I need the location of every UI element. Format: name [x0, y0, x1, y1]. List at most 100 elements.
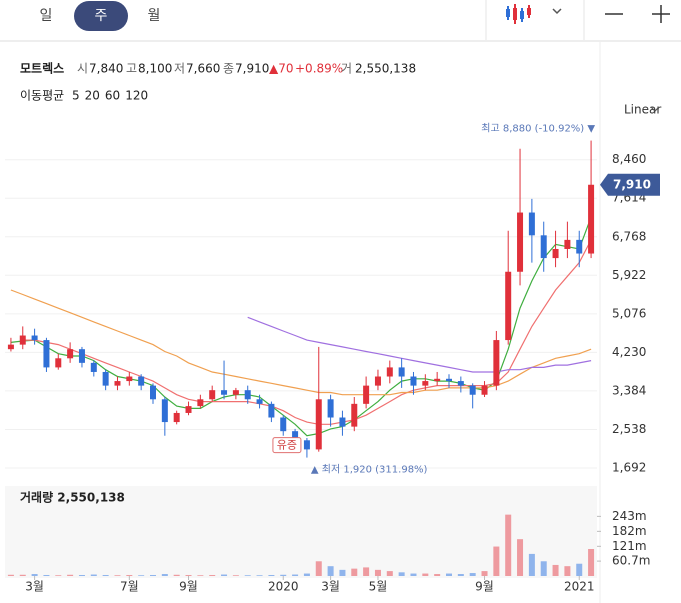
volume-bar — [31, 574, 38, 576]
candle-body — [552, 248, 559, 259]
candle-body — [588, 184, 595, 254]
legend-entry: 20 — [85, 89, 100, 103]
tab[interactable]: 일 — [40, 8, 53, 24]
y-tick-label: 182m — [612, 524, 647, 538]
candle-body — [457, 381, 464, 386]
volume-bar — [138, 575, 145, 576]
volume-bar — [7, 574, 14, 576]
candle-body — [150, 385, 156, 400]
chart-type-button[interactable] — [506, 4, 562, 24]
volume-bar — [221, 574, 228, 576]
volume-bar — [374, 569, 381, 576]
candle-body — [517, 212, 524, 272]
volume-bar — [303, 573, 310, 576]
volume-bar — [517, 539, 524, 576]
y-tick-label: 3,384 — [612, 383, 646, 397]
label: 저 — [174, 62, 185, 76]
legend-entry: 5 — [72, 89, 80, 103]
volume-bar — [55, 575, 62, 576]
candle-body — [31, 335, 38, 341]
change-pct: +0.89% — [295, 62, 343, 76]
candle-body — [55, 358, 62, 368]
label: 거 — [341, 62, 352, 76]
candle-body — [398, 367, 405, 377]
volume-bar — [280, 574, 287, 576]
y-tick-label: 5,922 — [612, 268, 646, 282]
min-annotation: ▲ 최저 1,920 (311.98%) — [311, 464, 428, 476]
candle-body — [493, 340, 500, 386]
candle-body — [102, 371, 109, 386]
volume-bar — [150, 575, 156, 576]
candle-body — [469, 385, 476, 395]
candle-body — [197, 399, 204, 407]
volume-bar — [244, 575, 251, 576]
volume-bar — [434, 574, 441, 576]
candle-body — [173, 412, 180, 423]
y-tick-label: 5,076 — [612, 306, 646, 320]
volume-bar — [540, 561, 547, 576]
candle-body — [363, 385, 370, 404]
label: 종 — [223, 62, 234, 76]
candle-body — [256, 399, 263, 404]
volume-bar — [19, 574, 26, 576]
volume-bar — [469, 573, 476, 576]
candle-body — [481, 385, 488, 395]
volume-bar — [493, 546, 500, 576]
volume-bar — [185, 575, 192, 576]
zoom-in-button[interactable] — [652, 5, 670, 23]
volume-bar — [457, 574, 464, 576]
x-tick-label: 9월 — [179, 580, 198, 594]
x-tick-label: 5월 — [369, 580, 388, 594]
change: ▲70 — [269, 62, 294, 76]
tab-selected-bg — [74, 1, 128, 31]
volume-bar — [126, 575, 133, 576]
volume-bar — [102, 575, 109, 576]
candle-body — [303, 440, 310, 450]
volume-bar — [505, 514, 512, 576]
x-tick-label: 3월 — [25, 580, 44, 594]
candle-body — [114, 381, 121, 386]
y-tick-label: 121m — [612, 539, 647, 553]
candle-body — [67, 349, 74, 359]
candle-body — [126, 376, 133, 382]
volume-bar — [173, 574, 180, 576]
price-tag — [600, 173, 660, 196]
candle-body — [232, 390, 239, 395]
max-annotation: 최고 8,880 (-10.92%) ▼ — [481, 123, 595, 135]
volume-bar — [256, 575, 263, 576]
y-tick-label: 243m — [612, 509, 647, 523]
value: 2,550,138 — [355, 62, 416, 76]
x-tick-label: 7월 — [120, 580, 139, 594]
candle-body — [327, 399, 334, 418]
candle-body — [78, 349, 85, 363]
x-tick-label: 2021 — [564, 580, 595, 594]
scale-mode[interactable]: Linear — [624, 103, 661, 117]
y-tick-label: 4,230 — [612, 345, 646, 359]
candle-body — [280, 417, 287, 432]
value: 8,100 — [138, 62, 172, 76]
candle-body — [576, 239, 583, 254]
candle-body — [90, 362, 97, 372]
value: 7,660 — [186, 62, 220, 76]
volume-bar — [410, 573, 417, 576]
scale-dropdown[interactable] — [650, 106, 660, 112]
candle-body — [185, 406, 192, 413]
candle-body — [505, 271, 512, 341]
y-tick-label: 1,692 — [612, 460, 646, 474]
ma-line — [247, 316, 592, 373]
volume-title: 거래량 2,550,138 — [20, 490, 125, 505]
candle-body — [386, 367, 393, 377]
candle-body — [434, 378, 441, 382]
tab[interactable]: 주 — [95, 8, 108, 24]
candle-body — [268, 403, 275, 418]
candle-body — [564, 239, 571, 249]
x-tick-label: 9월 — [475, 580, 494, 594]
event-label: 유증 — [277, 439, 297, 452]
tab[interactable]: 월 — [148, 8, 161, 24]
y-tick-label: 8,460 — [612, 152, 646, 166]
event-box — [272, 437, 302, 454]
y-tick-label: 60.7m — [612, 554, 650, 568]
volume-bar — [398, 572, 405, 576]
legend-entry: 120 — [125, 89, 148, 103]
candle-body — [339, 417, 346, 427]
